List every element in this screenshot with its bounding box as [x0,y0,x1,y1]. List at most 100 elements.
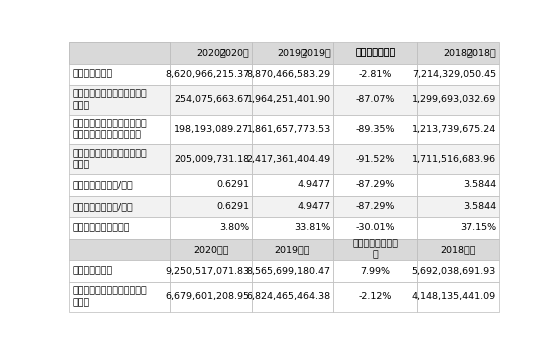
Text: 254,075,663.67: 254,075,663.67 [174,96,249,104]
Text: -89.35%: -89.35% [356,125,395,134]
Text: 归属于上市公司股东的净利润
（元）: 归属于上市公司股东的净利润 （元） [73,90,147,110]
Bar [69,217,170,239]
Bar [69,145,170,174]
Text: 营业收入（元）: 营业收入（元） [73,70,113,79]
Bar [170,174,252,196]
Text: 0.6291: 0.6291 [216,202,249,211]
Bar [252,282,334,312]
Bar [417,217,499,239]
Text: 2019年末: 2019年末 [275,245,310,254]
Text: 8,870,466,583.29: 8,870,466,583.29 [247,70,331,79]
Text: 3.5844: 3.5844 [463,180,496,189]
Text: 本年末比上年末增
减: 本年末比上年末增 减 [352,239,398,260]
Bar [252,174,334,196]
Bar [334,196,417,217]
Bar [252,239,334,260]
Bar [334,85,417,115]
Text: -2.81%: -2.81% [358,70,392,79]
Bar [69,115,170,145]
Bar [69,85,170,115]
Bar [334,42,417,64]
Bar [417,196,499,217]
Text: 6,679,601,208.95: 6,679,601,208.95 [165,292,249,301]
Bar [334,174,417,196]
Text: 2018年: 2018年 [443,48,473,57]
Text: 2,417,361,404.49: 2,417,361,404.49 [247,155,331,164]
Text: -87.07%: -87.07% [356,96,395,104]
Text: 2019年: 2019年 [278,48,307,57]
Text: -87.29%: -87.29% [356,202,395,211]
Bar [334,260,417,282]
Bar [334,64,417,85]
Bar [417,174,499,196]
Text: 资产总额（元）: 资产总额（元） [73,267,113,275]
Text: 经营活动产生的现金流量净额
（元）: 经营活动产生的现金流量净额 （元） [73,149,147,169]
Text: 本年比上年增减: 本年比上年增减 [355,48,396,57]
Text: 1,213,739,675.24: 1,213,739,675.24 [412,125,496,134]
Text: 1,861,657,773.53: 1,861,657,773.53 [247,125,331,134]
Bar [170,145,252,174]
Bar [170,85,252,115]
Bar [334,217,417,239]
Bar [170,42,252,64]
Text: 9,250,517,071.83: 9,250,517,071.83 [165,267,249,275]
Text: 2020年末: 2020年末 [193,245,229,254]
Bar [170,217,252,239]
Text: 2018年: 2018年 [466,48,496,57]
Text: 37.15%: 37.15% [460,223,496,232]
Bar [170,196,252,217]
Bar [417,115,499,145]
Text: 3.80%: 3.80% [219,223,249,232]
Text: 2018年末: 2018年末 [440,245,475,254]
Bar [69,42,170,64]
Bar [252,260,334,282]
Text: 稀释每股收益（元/股）: 稀释每股收益（元/股） [73,202,134,211]
Bar [69,260,170,282]
Bar [170,260,252,282]
Text: 1,964,251,401.90: 1,964,251,401.90 [247,96,331,104]
Text: -91.52%: -91.52% [356,155,395,164]
Text: 7.99%: 7.99% [360,267,390,275]
Bar [69,282,170,312]
Text: -30.01%: -30.01% [356,223,395,232]
Bar [252,145,334,174]
Bar [170,239,252,260]
Text: 归属于上市公司股东的扣除非
经常性损益的净利润（元）: 归属于上市公司股东的扣除非 经常性损益的净利润（元） [73,119,147,140]
Bar [334,239,417,260]
Text: 基本每股收益（元/股）: 基本每股收益（元/股） [73,180,134,189]
Bar [334,282,417,312]
Bar [334,145,417,174]
Text: 33.81%: 33.81% [295,223,331,232]
Text: 4.9477: 4.9477 [297,202,331,211]
Text: 8,620,966,215.37: 8,620,966,215.37 [165,70,249,79]
Text: 205,009,731.18: 205,009,731.18 [174,155,249,164]
Text: 2020年: 2020年 [196,48,226,57]
Bar [170,64,252,85]
Bar [252,85,334,115]
Bar [417,145,499,174]
Bar [170,282,252,312]
Text: 0.6291: 0.6291 [216,180,249,189]
Bar [252,42,334,64]
Text: 2020年: 2020年 [219,48,249,57]
Bar [69,42,170,64]
Text: -2.12%: -2.12% [358,292,392,301]
Text: 1,711,516,683.96: 1,711,516,683.96 [412,155,496,164]
Bar [252,217,334,239]
Bar [417,64,499,85]
Bar [417,260,499,282]
Text: 3.5844: 3.5844 [463,202,496,211]
Text: 加权平均净资产收益率: 加权平均净资产收益率 [73,223,130,232]
Bar [417,42,499,64]
Bar [69,196,170,217]
Text: -87.29%: -87.29% [356,180,395,189]
Bar [417,282,499,312]
Bar [170,115,252,145]
Bar [69,239,170,260]
Bar [252,64,334,85]
Text: 7,214,329,050.45: 7,214,329,050.45 [412,70,496,79]
Text: 2019年: 2019年 [301,48,331,57]
Text: 198,193,089.27: 198,193,089.27 [174,125,249,134]
Text: 4,148,135,441.09: 4,148,135,441.09 [412,292,496,301]
Bar [69,64,170,85]
